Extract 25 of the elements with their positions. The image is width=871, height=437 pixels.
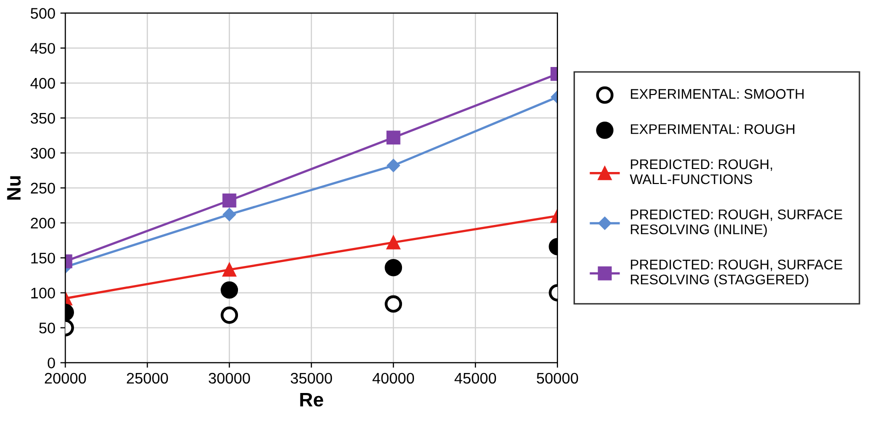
legend-label: PREDICTED: ROUGH, SURFACE RESOLVING (STAGGERED) [630, 260, 842, 288]
legend-label: EXPERIMENTAL: ROUGH [630, 124, 794, 134]
x-tick-label: 40000 [372, 372, 414, 384]
y-tick-label: 250 [30, 182, 56, 194]
legend-label: EXPERIMENTAL: SMOOTH [630, 89, 804, 99]
y-tick-label: 100 [31, 288, 56, 298]
legend-label: PREDICTED: ROUGH, SURFACE RESOLVING (INLINE) [630, 209, 842, 238]
y-tick-label: 350 [30, 112, 56, 124]
x-axis-title: Re [300, 392, 324, 407]
y-tick-label: 150 [31, 252, 56, 264]
x-tick-label: 50000 [536, 372, 578, 384]
x-tick-label: 35000 [290, 372, 332, 384]
y-tick-label: 50 [39, 322, 56, 334]
y-tick-label: 0 [48, 358, 56, 368]
x-tick-label: 45000 [454, 372, 496, 384]
x-tick-label: 25000 [126, 372, 168, 384]
y-tick-label: 500 [30, 8, 56, 19]
y-axis-title: Nu [7, 176, 21, 200]
y-tick-label: 400 [30, 78, 56, 89]
y-tick-label: 300 [30, 148, 56, 159]
y-tick-label: 450 [30, 42, 56, 54]
x-tick-label: 20000 [44, 372, 86, 384]
legend-label: PREDICTED: ROUGH, WALL-FUNCTIONS [630, 159, 772, 184]
x-tick-label: 30000 [208, 372, 250, 384]
y-tick-label: 200 [30, 218, 56, 229]
